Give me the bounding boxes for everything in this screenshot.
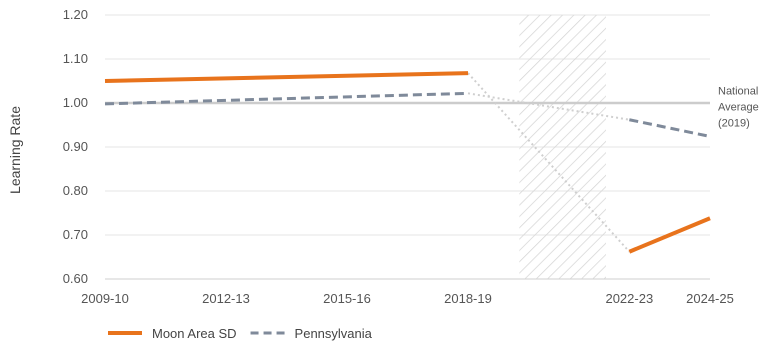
series-line-pennsylvania xyxy=(104,91,469,106)
reference-line-label-line: National xyxy=(718,85,758,97)
series-line-moon-area-sd xyxy=(628,216,711,254)
y-tick-label: 0.80 xyxy=(63,183,88,198)
grid xyxy=(105,14,710,280)
y-tick-label: 0.70 xyxy=(63,227,88,242)
shaded-period-layer xyxy=(519,15,606,279)
bridge-line-pennsylvania xyxy=(467,92,630,121)
y-axis-title: Learning Rate xyxy=(7,106,23,194)
y-tick-label: 0.90 xyxy=(63,139,88,154)
reference-line-label-line: Average xyxy=(718,101,759,113)
y-tick-label: 1.00 xyxy=(63,95,88,110)
series-layer xyxy=(104,71,711,254)
x-tick-label: 2015-16 xyxy=(323,291,371,306)
x-tick-label: 2012-13 xyxy=(202,291,250,306)
x-tick-label: 2022-23 xyxy=(605,291,653,306)
reference-line-label-line: (2019) xyxy=(718,117,750,129)
series-line-pennsylvania xyxy=(629,118,711,138)
legend: Moon Area SD Pennsylvania xyxy=(108,326,373,341)
y-tick-label: 0.60 xyxy=(63,271,88,286)
x-tick-label: 2018-19 xyxy=(444,291,492,306)
bridge-line-moon-area-sd xyxy=(467,72,631,253)
y-tick-label: 1.20 xyxy=(63,7,88,22)
x-tick-label: 2009-10 xyxy=(81,291,129,306)
x-tick-label: 2024-25 xyxy=(686,291,734,306)
series-line-moon-area-sd xyxy=(104,71,469,83)
legend-label: Moon Area SD xyxy=(152,326,237,341)
y-axis-ticks: 1.20 1.10 1.00 0.90 0.80 0.70 0.60 xyxy=(63,7,88,286)
bridge-layer xyxy=(467,72,631,253)
shaded-period xyxy=(519,15,606,279)
legend-label: Pennsylvania xyxy=(295,326,373,341)
y-tick-label: 1.10 xyxy=(63,51,88,66)
reference-line-label: National Average (2019) xyxy=(718,85,759,129)
x-axis-ticks: 2009-10 2012-13 2015-16 2018-19 2022-23 2024-… xyxy=(81,291,734,306)
